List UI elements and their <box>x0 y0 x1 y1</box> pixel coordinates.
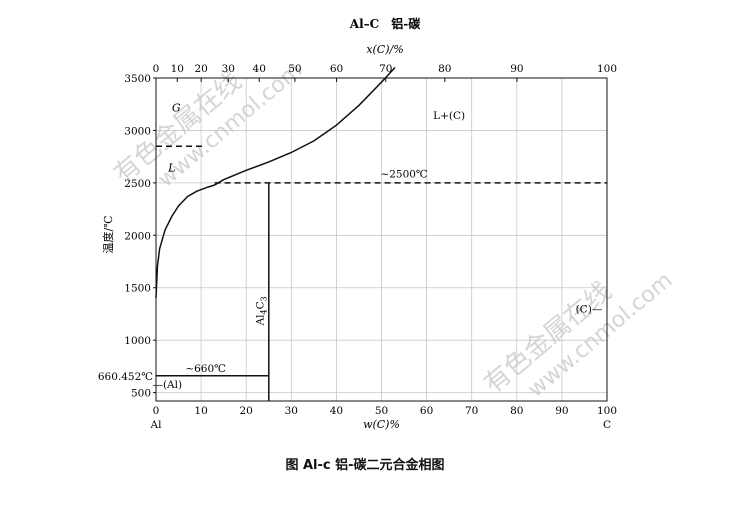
series-group <box>155 66 607 401</box>
y-extra-tick-label: 660.452℃ <box>98 371 153 383</box>
phase-label-al4c3: Al4C3 <box>254 296 268 326</box>
x-tick-label: 0 <box>153 405 160 417</box>
top-tick-label: 30 <box>222 63 235 75</box>
y-tick-label: 3500 <box>124 73 151 85</box>
x-tick-label: 80 <box>510 405 523 417</box>
y-axis-ticks: 500 1000 1500 2000 2500 3000 3500 <box>124 73 156 400</box>
top-tick-label: 70 <box>379 63 392 75</box>
annotation-label: L <box>167 161 175 174</box>
x-tick-label: 30 <box>285 405 298 417</box>
x-axis-right-end: C <box>603 419 611 431</box>
figure-caption: 图 Al-c 铝-碳二元合金相图 <box>285 458 445 473</box>
x-tick-label: 10 <box>194 405 207 417</box>
y-tick-label: 2000 <box>124 230 151 242</box>
top-tick-label: 10 <box>171 63 184 75</box>
y-tick-label: 2500 <box>124 178 151 190</box>
y-tick-label: 500 <box>131 388 151 400</box>
x-tick-label: 100 <box>597 405 617 417</box>
annotation-label: G <box>172 102 181 115</box>
x-tick-label: 70 <box>465 405 478 417</box>
x-tick-label: 50 <box>375 405 388 417</box>
chart-title: Al–C 铝-碳 <box>349 16 421 31</box>
annotation-label: ~660℃ <box>185 363 226 375</box>
annotation-label: —(Al) <box>152 379 182 391</box>
top-tick-label: 50 <box>288 63 301 75</box>
y-axis-label: 温度/℃ <box>101 215 115 253</box>
top-tick-label: 0 <box>153 63 160 75</box>
x-tick-label: 90 <box>555 405 568 417</box>
x-axis-left-end: Al <box>150 419 163 431</box>
y-tick-label: 3000 <box>124 125 151 137</box>
top-axis-label: x(C)/% <box>366 43 403 56</box>
top-tick-label: 60 <box>330 63 343 75</box>
series-liquidus <box>155 66 396 299</box>
annotation-label: (C)— <box>576 303 603 315</box>
y-tick-label: 1000 <box>124 335 151 347</box>
x-tick-label: 60 <box>420 405 433 417</box>
x-tick-label: 20 <box>240 405 253 417</box>
top-axis-ticks: 0 10 20 30 40 50 60 70 80 90 100 <box>153 63 617 82</box>
top-tick-label: 100 <box>597 63 617 75</box>
watermark: 有色金属在线 www.cnmol.com <box>479 268 678 403</box>
annotation-label: ~2500℃ <box>380 169 428 181</box>
x-axis-ticks: 0 10 20 30 40 50 60 70 80 90 100 <box>153 405 617 417</box>
y-tick-label: 1500 <box>124 283 151 295</box>
x-tick-label: 40 <box>330 405 343 417</box>
plot-frame <box>155 77 608 402</box>
x-axis-label: w(C)% <box>363 418 400 431</box>
top-tick-label: 40 <box>253 63 266 75</box>
top-tick-label: 20 <box>194 63 207 75</box>
annotation-label: L+(C) <box>433 110 465 122</box>
top-tick-label: 80 <box>438 63 451 75</box>
top-tick-label: 90 <box>510 63 523 75</box>
annotations: G L L+(C) ~2500℃ ~660℃—(Al) (C)— Al4C3 <box>152 102 602 391</box>
